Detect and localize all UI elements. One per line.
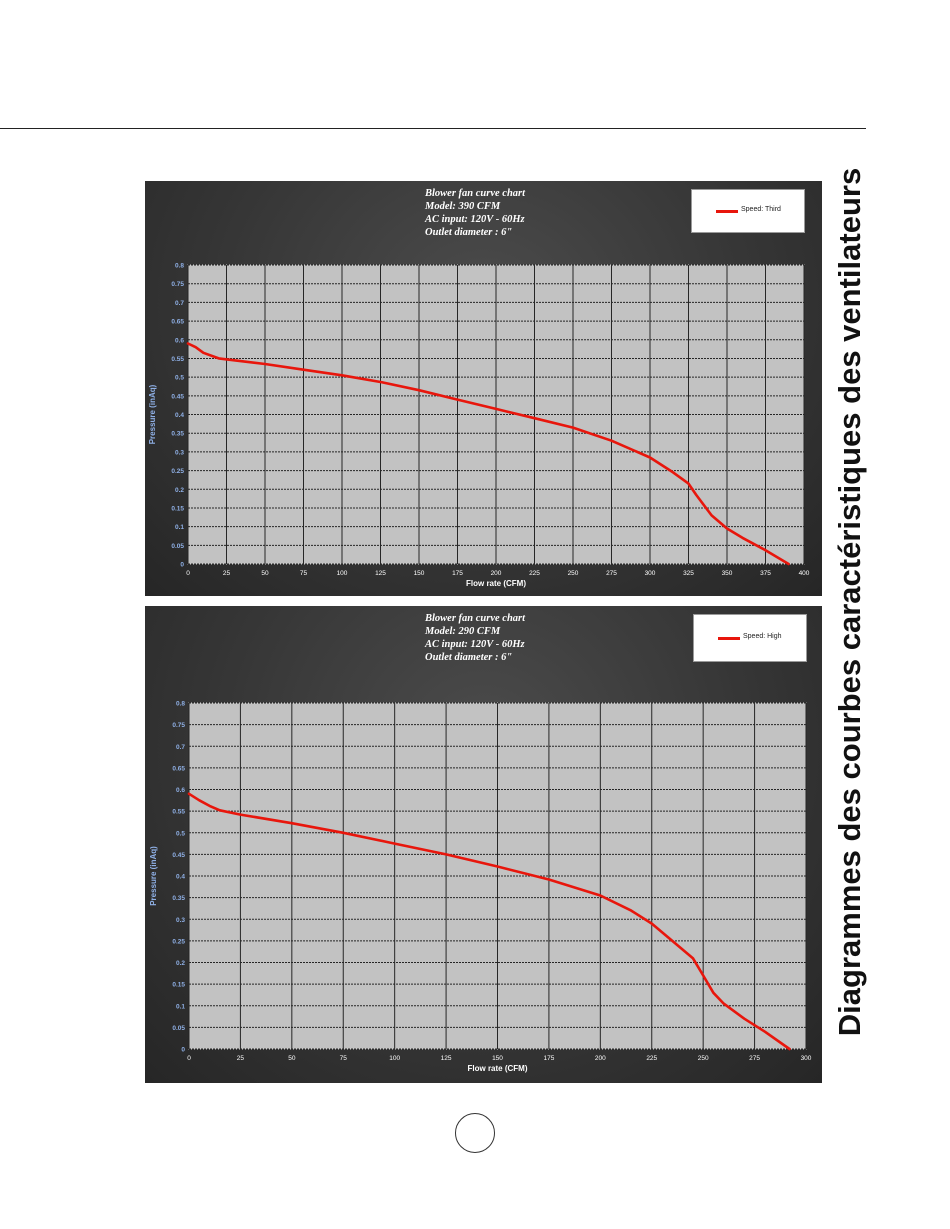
y-tick-label: 0	[180, 562, 184, 569]
x-tick-label: 75	[340, 1055, 348, 1062]
y-tick-label: 0.7	[176, 744, 185, 751]
y-tick-label: 0.35	[171, 431, 184, 438]
y-tick-label: 0.55	[172, 809, 185, 816]
x-tick-label: 50	[288, 1055, 296, 1062]
header-rule	[0, 128, 866, 129]
y-tick-label: 0.45	[172, 852, 185, 859]
x-axis-label: Flow rate (CFM)	[466, 579, 526, 588]
y-tick-label: 0.35	[172, 895, 185, 902]
x-tick-label: 25	[237, 1055, 245, 1062]
y-tick-label: 0.55	[171, 356, 184, 363]
x-tick-label: 275	[606, 570, 617, 577]
legend-swatch	[716, 210, 738, 213]
x-tick-label: 400	[799, 570, 810, 577]
y-tick-label: 0.75	[172, 722, 185, 729]
x-tick-label: 0	[187, 1055, 191, 1062]
page-number-circle	[455, 1113, 495, 1153]
fan-curve-chart-high-speed: 0 25 50 75 100 125 150 175 200 225 250 275 300 0 0.05 0…	[145, 606, 822, 1083]
chart-title: Blower fan curve chart	[425, 188, 526, 199]
chart-ac-input: AC input: 120V - 60Hz	[425, 639, 525, 650]
x-tick-label: 300	[645, 570, 656, 577]
chart-outlet-diameter: Outlet diameter : 6"	[425, 652, 513, 663]
x-tick-label: 125	[441, 1055, 452, 1062]
x-tick-label: 175	[452, 570, 463, 577]
legend-series-label: Speed: High	[743, 633, 782, 640]
y-tick-label: 0.8	[176, 701, 185, 708]
y-tick-label: 0.1	[175, 524, 184, 531]
x-tick-label: 100	[389, 1055, 400, 1062]
y-tick-label: 0.2	[176, 960, 185, 967]
legend-swatch	[718, 637, 740, 640]
x-tick-label: 325	[683, 570, 694, 577]
x-tick-label: 75	[300, 570, 308, 577]
x-tick-label: 250	[698, 1055, 709, 1062]
chart-title-block: Blower fan curve chart Model: 390 CFM AC…	[425, 187, 525, 239]
x-tick-label: 300	[801, 1055, 812, 1062]
y-tick-label: 0.65	[171, 319, 184, 326]
x-tick-label: 225	[646, 1055, 657, 1062]
y-tick-label: 0.7	[175, 300, 184, 307]
chart-outlet-diameter: Outlet diameter : 6"	[425, 227, 513, 238]
page-side-title: Diagrammes des courbes caractéristiques …	[832, 167, 867, 1037]
fan-curve-chart-third-speed: 0 25 50 75 100 125 150 175 200 225 250 275 300 325 350…	[145, 181, 822, 596]
y-tick-label: 0.3	[175, 449, 184, 456]
y-tick-label: 0.5	[175, 375, 184, 382]
x-tick-label: 200	[595, 1055, 606, 1062]
chart-title-block: Blower fan curve chart Model: 290 CFM AC…	[425, 612, 525, 664]
y-tick-label: 0.45	[171, 393, 184, 400]
x-tick-label: 200	[491, 570, 502, 577]
y-tick-label: 0.3	[176, 917, 185, 924]
chart-plot-svg: 0 25 50 75 100 125 150 175 200 225 250 275 300 0 0.05 0…	[149, 701, 812, 1074]
y-tick-label: 0.1	[176, 1003, 185, 1010]
y-tick-label: 0.2	[175, 487, 184, 494]
y-tick-label: 0.6	[175, 337, 184, 344]
series-line	[187, 792, 791, 1051]
x-tick-label: 150	[492, 1055, 503, 1062]
x-tick-label: 375	[760, 570, 771, 577]
chart-model: Model: 290 CFM	[425, 626, 501, 637]
legend-series-label: Speed: Third	[741, 206, 781, 213]
series-line	[186, 342, 790, 566]
y-tick-label: 0.75	[171, 281, 184, 288]
x-tick-label: 125	[375, 570, 386, 577]
y-tick-label: 0.4	[176, 874, 185, 881]
chart-legend: Speed: High	[693, 614, 807, 662]
x-tick-label: 0	[186, 570, 190, 577]
x-tick-label: 350	[722, 570, 733, 577]
y-axis-label: Pressure (inAq)	[149, 846, 158, 906]
x-tick-label: 175	[543, 1055, 554, 1062]
y-tick-label: 0.8	[175, 263, 184, 270]
chart-title: Blower fan curve chart	[425, 613, 526, 624]
y-tick-label: 0.05	[171, 543, 184, 550]
x-tick-label: 225	[529, 570, 540, 577]
chart-ac-input: AC input: 120V - 60Hz	[425, 214, 525, 225]
x-tick-label: 100	[337, 570, 348, 577]
chart-legend: Speed: Third	[691, 189, 805, 233]
y-tick-label: 0.6	[176, 787, 185, 794]
y-tick-label: 0	[181, 1047, 185, 1054]
chart-plot-svg: 0 25 50 75 100 125 150 175 200 225 250 275 300 325 350…	[148, 263, 810, 589]
x-tick-label: 50	[261, 570, 269, 577]
y-tick-label: 0.15	[171, 505, 184, 512]
x-axis-label: Flow rate (CFM)	[468, 1064, 528, 1073]
chart-model: Model: 390 CFM	[425, 201, 501, 212]
y-tick-label: 0.5	[176, 830, 185, 837]
y-axis-label: Pressure (inAq)	[148, 384, 157, 444]
y-tick-label: 0.15	[172, 982, 185, 989]
x-tick-label: 275	[749, 1055, 760, 1062]
y-tick-label: 0.05	[172, 1025, 185, 1032]
x-tick-label: 150	[414, 570, 425, 577]
y-tick-label: 0.4	[175, 412, 184, 419]
y-tick-label: 0.25	[172, 938, 185, 945]
x-tick-label: 25	[223, 570, 231, 577]
y-tick-label: 0.25	[171, 468, 184, 475]
y-tick-label: 0.65	[172, 765, 185, 772]
x-tick-label: 250	[568, 570, 579, 577]
